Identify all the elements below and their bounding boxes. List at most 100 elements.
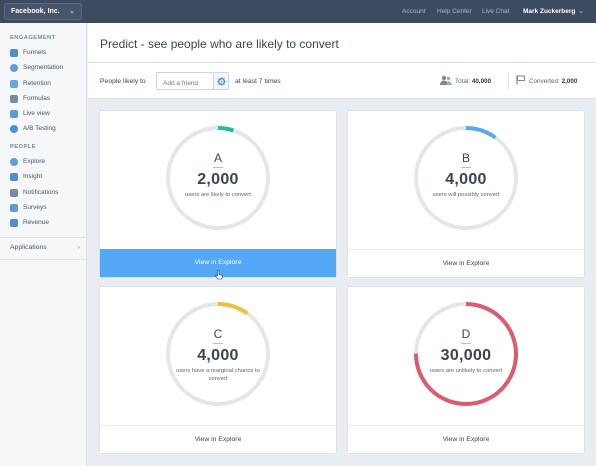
segment-description: users are likely to convert (185, 192, 251, 198)
grade-divider (213, 167, 223, 168)
sidebar-item-label: Insight (23, 173, 43, 180)
account-link[interactable]: Account (402, 8, 426, 15)
total-label: Total: (455, 78, 471, 85)
grade-divider (213, 343, 223, 344)
segment-description: users are unlikely to convert (429, 368, 503, 374)
sidebar-item-surveys[interactable]: Surveys (10, 203, 84, 215)
sidebar-item-funnels[interactable]: Funnels (10, 48, 84, 60)
sidebar-applications[interactable]: Applications › (10, 244, 84, 251)
live-chat-link[interactable]: Live Chat (482, 8, 510, 15)
segment-description: users will possibly convert (432, 192, 500, 198)
page-title: Predict - see people who are likely to c… (100, 37, 339, 51)
explore-icon (10, 158, 18, 166)
applications-label: Applications (10, 244, 47, 251)
sidebar-item-label: Notifications (23, 189, 59, 196)
chevron-right-icon: › (77, 244, 80, 251)
segment-grade: D (461, 327, 471, 341)
sidebar-item-label: Funnels (23, 49, 47, 56)
add-friend-input[interactable] (156, 72, 214, 90)
total-stat: Total: 40,000 (455, 78, 491, 85)
event-settings-button[interactable] (213, 72, 229, 90)
gear-icon (217, 77, 226, 86)
sidebar-item-label: Surveys (23, 204, 47, 211)
help-center-link[interactable]: Help Center (437, 8, 472, 15)
funnel-icon (10, 49, 18, 57)
segment-grade: C (213, 327, 223, 341)
sidebar-item-formulas[interactable]: Formulas (10, 94, 84, 106)
converted-label: Converted: (529, 78, 560, 85)
converted-value: 2,000 (561, 78, 578, 85)
ab-test-icon (10, 125, 18, 133)
sidebar-item-label: Live view (23, 110, 50, 117)
filter-prefix: People likely to (100, 78, 146, 85)
sidebar-item-retention[interactable]: Retention (10, 79, 84, 91)
top-bar: Facebook, Inc. ⌄ Account Help Center Liv… (0, 0, 596, 23)
segment-arc (166, 302, 270, 406)
user-menu[interactable]: Mark Zuckerberg (523, 8, 576, 15)
filter-bar: People likely to at least 7 times Total:… (88, 63, 596, 99)
segment-card-c: C 4,000 users have a marginal chance to … (100, 287, 336, 453)
formula-icon (10, 95, 18, 103)
segment-count: 4,000 (445, 171, 487, 188)
grade-divider (461, 167, 471, 168)
total-value: 40,000 (471, 78, 492, 85)
segment-card-a: A 2,000 users are likely to convert View… (100, 111, 336, 280)
view-in-explore-button[interactable]: View in Explore (100, 249, 336, 280)
converted-stat: Converted: 2,000 (529, 78, 577, 85)
pie-icon (10, 64, 18, 72)
notifications-icon (10, 189, 18, 197)
filter-suffix: at least 7 times (235, 78, 281, 85)
sidebar-item-explore[interactable]: Explore (10, 157, 84, 169)
sidebar: ENGAGEMENT Funnels Segmentation Retentio… (0, 23, 87, 466)
view-in-explore-button[interactable]: View in Explore (348, 425, 584, 453)
segment-grade: B (461, 151, 470, 165)
segment-arc (166, 126, 270, 230)
segment-count: 30,000 (440, 347, 492, 364)
live-view-icon (10, 110, 18, 118)
segment-ring (166, 126, 270, 230)
sidebar-item-ab-testing[interactable]: A/B Testing (10, 124, 84, 136)
sidebar-item-label: A/B Testing (23, 125, 56, 132)
flag-icon (516, 75, 525, 85)
stat-divider (508, 73, 509, 89)
button-label: View in Explore (194, 259, 242, 266)
view-in-explore-button[interactable]: View in Explore (100, 425, 336, 453)
segment-ring (414, 302, 518, 406)
segment-arc (414, 126, 518, 230)
sidebar-item-revenue[interactable]: Revenue (10, 218, 84, 230)
hand-cursor-icon (215, 270, 223, 280)
view-in-explore-button[interactable]: View in Explore (348, 249, 584, 277)
segment-count: 4,000 (197, 347, 239, 364)
sidebar-item-label: Explore (23, 158, 46, 165)
sidebar-item-label: Segmentation (23, 64, 64, 71)
segment-ring (414, 126, 518, 230)
sidebar-divider (0, 237, 87, 238)
sidebar-heading-engagement: ENGAGEMENT (10, 35, 56, 41)
sidebar-heading-people: PEOPLE (10, 144, 36, 150)
sidebar-item-label: Retention (23, 80, 51, 87)
grade-divider (461, 343, 471, 344)
page-header: Predict - see people who are likely to c… (88, 23, 596, 63)
survey-icon (10, 204, 18, 212)
segment-arc (414, 302, 518, 406)
retention-icon (10, 80, 18, 88)
org-selector[interactable]: Facebook, Inc. ⌄ (4, 3, 82, 20)
segment-card-d: D 30,000 users are unlikely to convert V… (348, 287, 584, 453)
sidebar-item-notifications[interactable]: Notifications (10, 188, 84, 200)
chevron-down-icon[interactable]: ⌄ (578, 8, 584, 15)
revenue-icon (10, 219, 18, 227)
chevron-down-icon: ⌄ (69, 8, 75, 15)
sidebar-item-segmentation[interactable]: Segmentation (10, 63, 84, 75)
sidebar-item-label: Formulas (23, 95, 51, 102)
segment-ring (166, 302, 270, 406)
segment-card-b: B 4,000 users will possibly convert View… (348, 111, 584, 277)
sidebar-item-live-view[interactable]: Live view (10, 109, 84, 121)
sidebar-item-label: Revenue (23, 219, 50, 226)
org-name: Facebook, Inc. (11, 8, 60, 15)
segment-description: users have a marginal chance to convert (176, 368, 260, 382)
segment-count: 2,000 (197, 171, 239, 188)
sidebar-divider (0, 259, 87, 260)
segment-grade: A (213, 151, 222, 165)
insight-icon (10, 173, 18, 181)
sidebar-item-insight[interactable]: Insight (10, 172, 84, 184)
